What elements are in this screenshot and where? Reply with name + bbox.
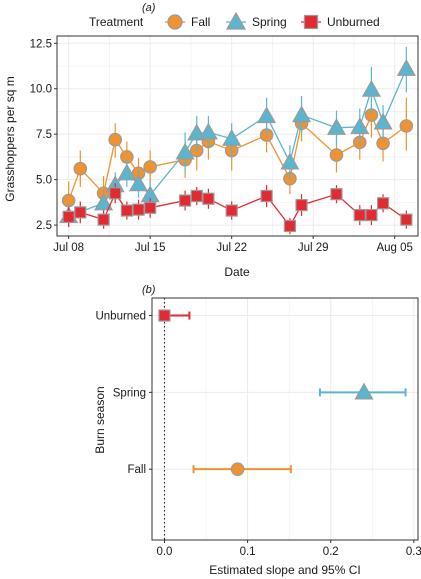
legend-label-unburned: Unburned [327,15,380,29]
data-point-unburned [62,210,75,224]
y-tick-label: 10.0 [30,84,52,96]
data-point-unburned [178,194,192,207]
estimate-point [158,309,171,322]
y-tick-label: 5.0 [36,175,52,187]
data-point-spring [280,152,300,170]
data-point-unburned [144,201,157,214]
x-tick-label: 0.2 [323,546,339,558]
data-point-fall [399,119,414,133]
data-point-spring [198,122,218,140]
x-tick-label: Aug 05 [376,242,412,254]
data-point-unburned [295,198,308,212]
data-point-spring [373,112,393,130]
x-tick-label: Jul 15 [135,242,166,254]
panel-b-x-axis-title: Estimated slope and 95% CI [209,563,360,577]
legend-title: Treatment [89,15,144,29]
data-point-unburned [376,197,390,210]
panel-a-frame [56,35,419,237]
x-tick-label: 0.3 [406,546,421,558]
panel-b-plot: Fall Spring Unburned 0.0 0.1 0.2 0.3 [95,297,421,558]
data-point-spring [292,105,312,123]
data-point-spring [361,79,381,97]
data-point-unburned [353,208,366,222]
y-tick-label: 7.5 [36,129,52,141]
data-point-spring [350,117,370,135]
series-unburned [62,183,413,235]
panel-a-label: (a) [142,2,156,14]
square-icon [303,14,319,30]
panel-b-label: (b) [142,284,156,296]
data-point-fall [143,160,157,174]
legend-item-spring: Spring [225,11,287,30]
x-tick-label: Jul 22 [216,242,247,254]
panel-b-frame [151,297,419,541]
panel-a-plot: 2.5 5.0 7.5 10.0 12.5 Jul 08 Jul 15 Jul 22 Jul 2… [30,35,419,254]
data-point-unburned [202,192,215,205]
data-point-fall [108,132,123,147]
data-point-unburned [97,213,110,226]
data-point-spring [94,193,114,211]
y-tick-label: 12.5 [30,38,52,50]
data-point-unburned [132,203,145,216]
legend: Treatment Fall Spring Unburned [89,11,380,30]
data-point-unburned [190,189,203,203]
legend-label-fall: Fall [191,15,210,29]
data-point-spring [128,174,149,192]
data-point-unburned [74,206,87,219]
estimate-fall [192,462,292,476]
panel-b-y-axis-title: Burn season [93,386,107,453]
panel-b-gridlines [152,298,418,540]
estimate-point [230,462,245,476]
x-tick-label: Jul 29 [298,242,329,254]
data-point-unburned [120,204,133,217]
estimate-unburned [158,309,191,322]
data-point-unburned [225,204,238,217]
category-label: Unburned [95,311,146,323]
circle-icon [167,14,183,30]
data-point-unburned [260,189,273,203]
data-point-unburned [400,213,413,226]
data-point-unburned [283,219,297,233]
data-point-spring [326,118,347,135]
data-point-unburned [365,208,378,222]
legend-item-unburned: Unburned [301,14,380,30]
triangle-icon [225,11,247,30]
data-point-fall [329,148,344,162]
data-point-spring [175,142,195,160]
data-point-spring [222,129,242,146]
category-label: Spring [113,387,146,399]
data-point-spring [396,59,416,76]
legend-item-fall: Fall [165,14,210,30]
data-point-spring [117,163,137,181]
data-point-unburned [330,188,343,201]
estimate-spring [318,382,407,400]
x-tick-label: Jul 08 [53,242,84,254]
x-tick-label: 0.1 [240,546,256,558]
x-tick-label: 0.0 [156,546,172,558]
estimate-point [354,382,374,400]
category-label: Fall [127,464,146,476]
series-spring [59,46,416,227]
y-tick-label: 2.5 [36,220,52,232]
legend-label-spring: Spring [252,15,287,29]
panel-a-y-axis-title: Grasshoppers per sq m [3,76,17,201]
data-point-spring [257,106,277,124]
data-point-fall [73,161,88,176]
panel-a-x-axis-title: Date [224,265,250,279]
data-point-unburned [109,187,122,200]
